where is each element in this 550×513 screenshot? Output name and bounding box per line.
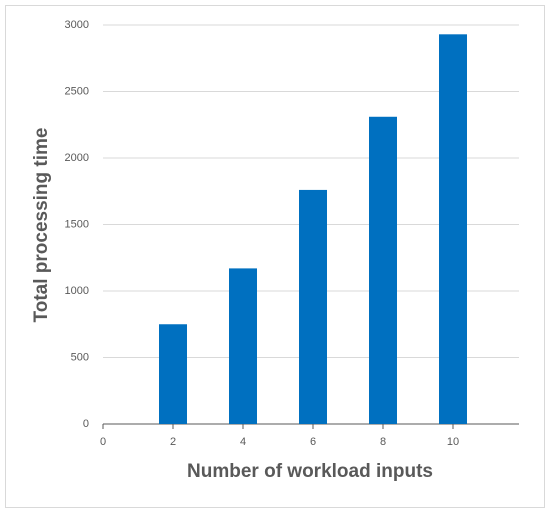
bar	[369, 116, 397, 425]
y-tick-label: 500	[71, 351, 89, 363]
x-tick-label: 10	[447, 436, 459, 448]
y-tick-label: 3000	[65, 19, 89, 31]
y-tick-label: 1000	[65, 285, 89, 297]
y-tick-label: 2000	[65, 152, 89, 164]
y-axis-title: Total processing time	[31, 128, 52, 323]
bar	[439, 34, 467, 425]
x-tick-label: 8	[380, 436, 386, 448]
x-tick-label: 4	[240, 436, 246, 448]
x-tick-label: 2	[170, 436, 176, 448]
bar	[229, 268, 257, 424]
x-tick-label: 6	[310, 436, 316, 448]
x-axis-title: Number of workload inputs	[187, 461, 433, 482]
bar	[299, 189, 327, 424]
y-tick-label: 0	[83, 418, 89, 430]
y-tick-label: 1500	[65, 218, 89, 230]
bar	[159, 324, 187, 424]
y-tick-label: 2500	[65, 85, 89, 97]
x-tick-label: 0	[100, 436, 106, 448]
